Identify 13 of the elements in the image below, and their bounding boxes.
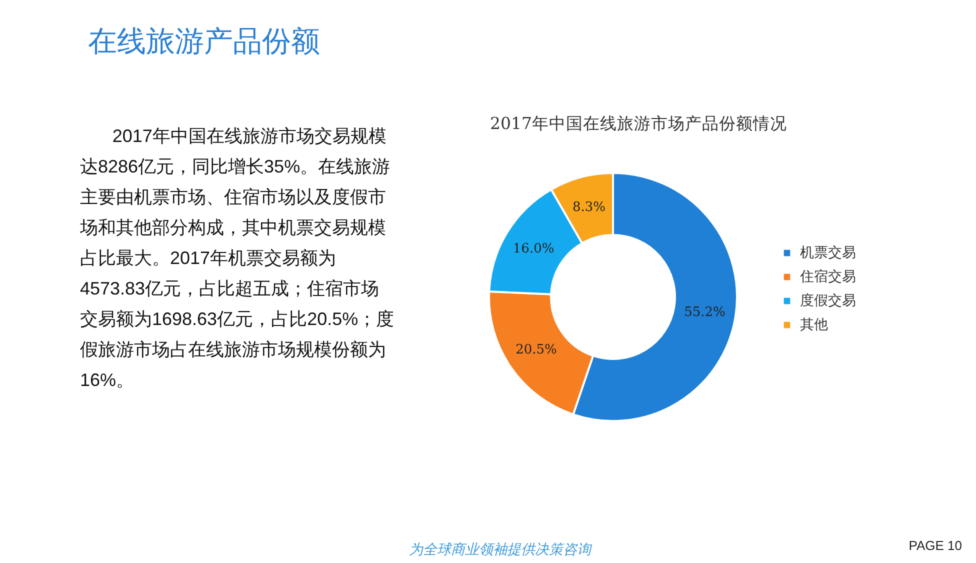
text: 在线旅游产品份额 (88, 26, 320, 58)
legend-label: 其他 (800, 317, 828, 333)
legend-label: 机票交易 (800, 245, 856, 261)
chart-subtitle: 2017年中国在线旅游市场产品份额情况 (490, 114, 787, 133)
legend-label: 住宿交易 (799, 269, 856, 285)
legend-label: 度假交易 (800, 293, 856, 309)
data-label: 16.0% (512, 242, 554, 257)
data-label: 8.3% (572, 200, 606, 216)
text: 为全球商业领袖提供决策咨询 (409, 541, 593, 557)
text: 2017年中国在线旅游市场交易规模达8286亿元，同比增长35%。在线旅游主要由机票市场、住宿市场以及度假市场和其他部分构成，其中机票交易规模占比最大。2017年机票交易额为4573.83亿元，占比超五成；住宿市场交易额为1698.63亿元，占比20.5%；度假旅游市场占在线旅游市场规模份额为16%。 (80, 126, 394, 390)
text: PAGE 10 (908, 538, 962, 553)
data-label: 20.5% (516, 342, 557, 358)
data-label: 55.2% (684, 305, 726, 320)
